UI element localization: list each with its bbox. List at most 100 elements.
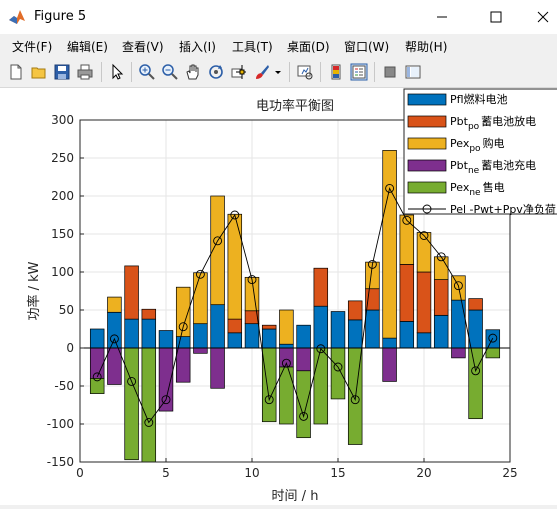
link-plot-icon[interactable] [296,63,314,81]
net-load-marker [367,259,377,269]
bar-segment [296,370,311,439]
legend: Pfl燃料电池 Pbtpo 蓄电池放电 Pexpo 购电 Pbtne 蓄电池充电 Pexne 售… [403,88,557,216]
bar-segment [313,347,329,425]
bar-segment [124,265,139,320]
bar-segment [89,347,105,379]
y-tick-label: 250 [51,151,74,165]
legend-icon[interactable] [350,63,368,81]
y-tick-label: -150 [47,455,74,469]
y-tick-label: -50 [54,379,74,393]
menu-file[interactable]: 文件(F) [12,40,53,54]
bar-segment [330,347,346,400]
maximize-icon [490,11,502,23]
bar-segment [227,318,243,334]
brush-icon[interactable] [253,63,271,81]
rotate-icon[interactable] [207,63,225,81]
toolbar [0,57,557,88]
legend-swatch [407,159,447,172]
bar-segment [261,347,277,423]
zoom-in-icon[interactable] [138,63,156,81]
brush-dropdown-icon[interactable] [273,63,283,81]
axes-frame [79,119,511,463]
bar-segment [365,261,380,290]
pointer-icon[interactable] [108,63,126,81]
x-tick-label: 5 [162,466,170,480]
hide-plot-tools-icon[interactable] [381,63,399,81]
legend-label: Pbtne 蓄电池充电 [450,158,536,176]
zoom-out-icon[interactable] [161,63,179,81]
net-load-marker [213,236,223,246]
bar-segment [107,347,122,385]
close-button[interactable] [520,0,557,34]
legend-label: Pexne 售电 [450,180,505,198]
menu-insert[interactable]: 插入(I) [179,40,216,54]
menu-desktop[interactable]: 桌面(D) [287,40,330,54]
net-load-marker [264,395,274,405]
net-load-marker [247,275,257,285]
bar-segment [261,324,277,330]
maximize-button[interactable] [473,0,519,34]
bar-segment [141,347,157,463]
bar-segment [433,256,449,280]
bar-segment [175,347,191,383]
bar-segment [124,318,139,349]
bar-segment [141,318,157,349]
net-load-marker [385,183,395,193]
menu-help[interactable]: 帮助(H) [405,40,448,54]
figure-canvas: 0 5 10 15 20 25 -150 -100 -50 0 50 100 150 200 250 300 … [0,88,557,505]
toolbar-separator [289,62,290,82]
net-load-marker [195,269,205,279]
x-tick-label: 0 [76,466,84,480]
bar-segment [89,328,105,349]
net-load-marker [436,252,446,262]
menu-tools[interactable]: 工具(T) [232,40,273,54]
net-load-marker [488,333,498,343]
x-tick-label: 20 [416,466,431,480]
power-balance-chart: 0 5 10 15 20 25-150-100-50050100150200250300 … [26,88,557,504]
bar-segment [227,332,243,349]
net-load-marker [127,376,137,386]
net-load-marker [333,362,343,372]
data-cursor-icon[interactable] [230,63,248,81]
bar-segment [210,195,225,306]
x-axis-label: 时间 / h [272,489,319,504]
net-load-marker [471,366,481,376]
tick-labels: 0 5 10 15 20 25 -150 -100 -50 0 50 100 150 200 250 300 [47,113,518,480]
legend-label: Pexpo 购电 [450,136,505,154]
net-load-marker [161,395,171,405]
pan-icon[interactable] [184,63,202,81]
toolbar-separator [320,62,321,82]
menu-window[interactable]: 窗口(W) [344,40,390,54]
y-tick-label: 100 [51,265,74,279]
bar-segment [382,150,397,339]
bar-segment [261,328,277,349]
colorbar-icon[interactable] [327,63,345,81]
bar-segment [158,330,174,349]
legend-swatch [407,181,447,194]
net-load-marker [109,334,119,344]
bar-segment [124,347,139,461]
bar-segment [451,347,466,359]
print-icon[interactable] [76,63,94,81]
y-tick-label: 200 [51,189,74,203]
title-bar: Figure 5 [0,0,557,34]
menu-edit[interactable]: 编辑(E) [67,40,108,54]
bar-segment [433,279,449,316]
y-tick-label: 300 [51,113,74,127]
net-load-marker [453,281,463,291]
save-icon[interactable] [53,63,71,81]
net-load-marker [350,395,360,405]
show-plot-tools-icon[interactable] [404,63,422,81]
bar-segment [210,347,225,389]
bar-segment [382,347,397,382]
bar-segment [468,298,483,311]
new-figure-icon[interactable] [7,63,25,81]
menu-view[interactable]: 查看(V) [122,40,164,54]
bar-segment [107,296,122,313]
bar-segment [468,347,483,420]
axes-box [79,119,511,463]
bar-segment [399,264,415,322]
open-file-icon[interactable] [30,63,48,81]
minimize-button[interactable] [419,0,465,34]
net-load-series [92,183,498,427]
